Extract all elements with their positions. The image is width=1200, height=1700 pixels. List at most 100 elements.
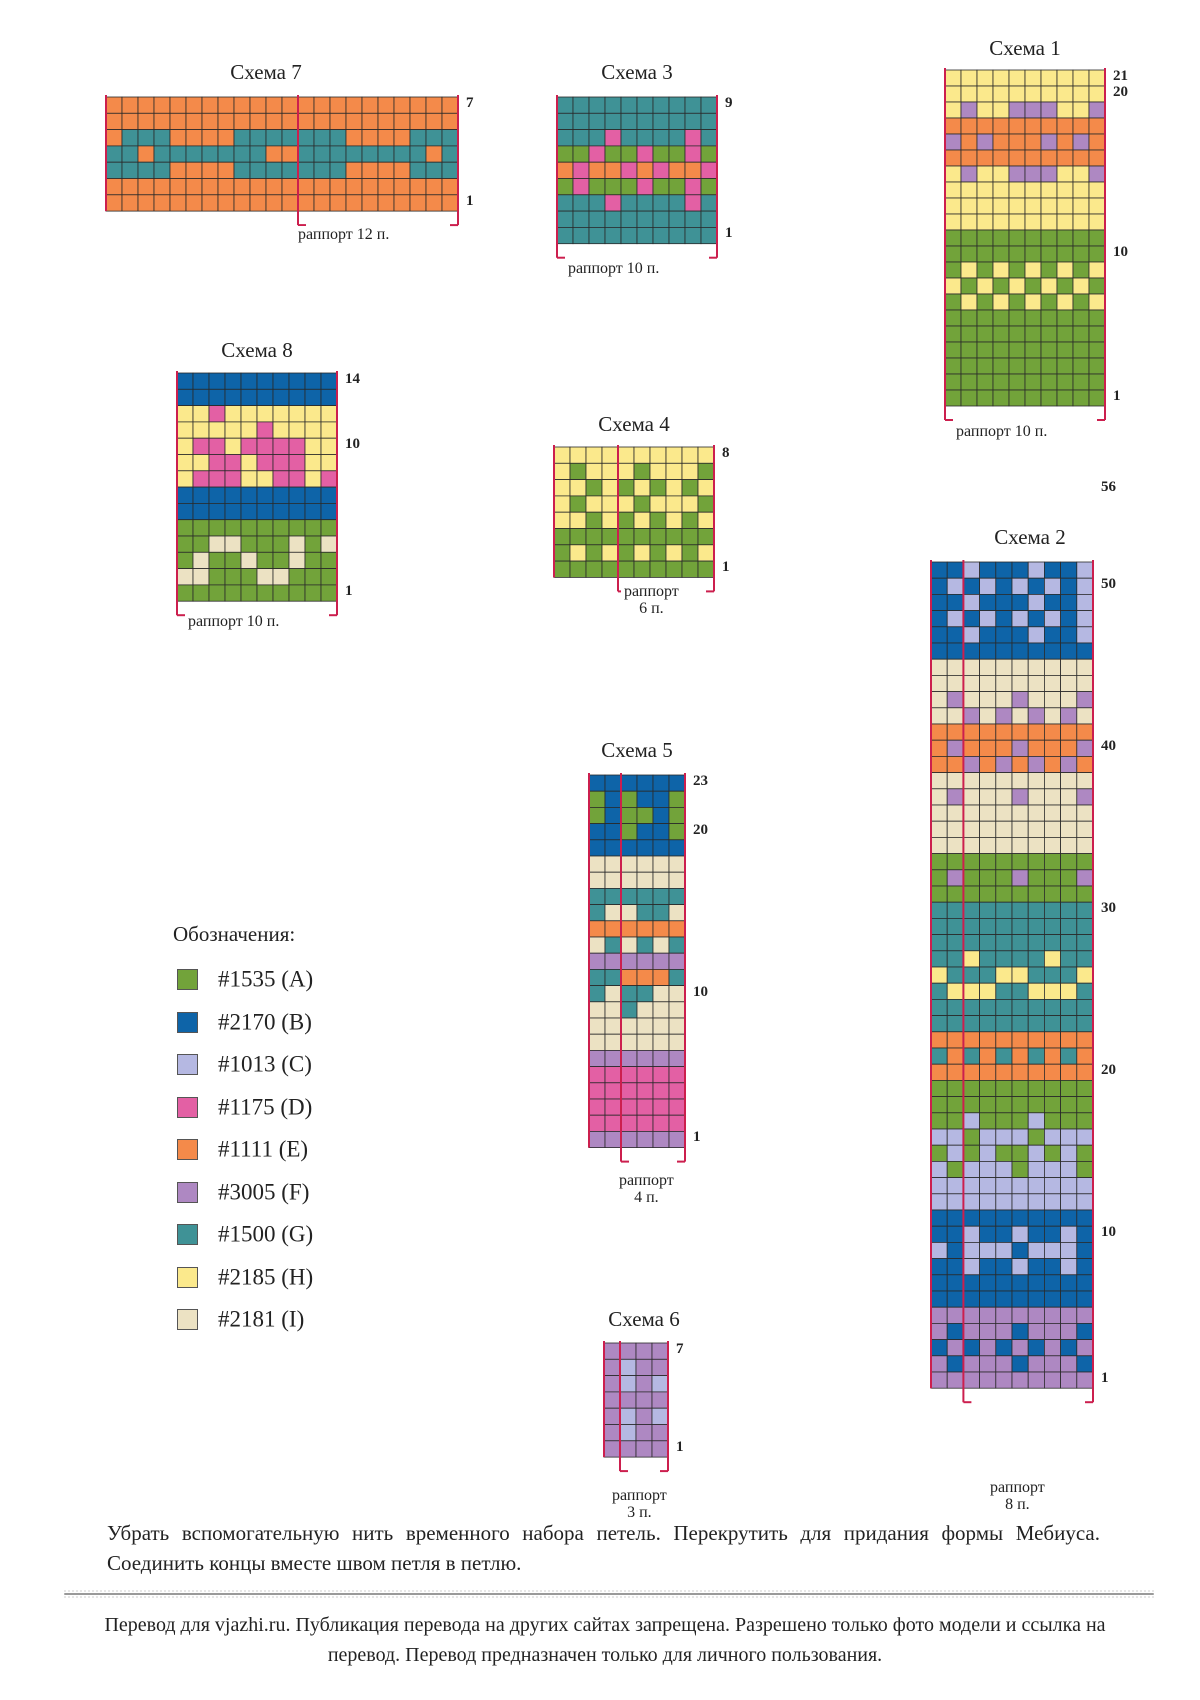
stitch-cell bbox=[1076, 1193, 1094, 1211]
stitch-cell bbox=[995, 820, 1013, 838]
stitch-cell bbox=[668, 1001, 686, 1019]
stitch-cell bbox=[1011, 739, 1029, 757]
stitch-cell bbox=[320, 437, 338, 455]
stitch-cell bbox=[288, 454, 306, 472]
stitch-cell bbox=[361, 129, 379, 147]
stitch-cell bbox=[635, 1407, 653, 1425]
stitch-cell bbox=[1011, 1047, 1029, 1065]
stitch-cell bbox=[1056, 133, 1074, 151]
stitch-cell bbox=[960, 277, 978, 295]
stitch-cell bbox=[1088, 149, 1106, 167]
stitch-cell bbox=[585, 528, 603, 546]
stitch-cell bbox=[1072, 325, 1090, 343]
stitch-cell bbox=[604, 1082, 622, 1100]
stitch-cell bbox=[946, 739, 964, 757]
stitch-cell bbox=[272, 388, 290, 406]
stitch-cell bbox=[313, 194, 331, 212]
stitch-cell bbox=[976, 117, 994, 135]
stitch-cell bbox=[979, 723, 997, 741]
stitch-cell bbox=[1008, 389, 1026, 407]
stitch-cell bbox=[652, 194, 670, 212]
stitch-cell bbox=[930, 610, 948, 628]
stitch-cell bbox=[1040, 389, 1058, 407]
stitch-cell bbox=[681, 511, 699, 529]
stitch-cell bbox=[556, 210, 574, 228]
stitch-cell bbox=[1011, 1080, 1029, 1098]
stitch-cell bbox=[569, 544, 587, 562]
repeat-label-8: раппорт 10 п. bbox=[185, 613, 283, 630]
stitch-cell bbox=[553, 479, 571, 497]
stitch-cell bbox=[979, 917, 997, 935]
stitch-cell bbox=[1040, 181, 1058, 199]
stitch-cell bbox=[1088, 117, 1106, 135]
stitch-cell bbox=[176, 584, 194, 602]
stitch-cell bbox=[995, 966, 1013, 984]
stitch-cell bbox=[1044, 1371, 1062, 1389]
stitch-cell bbox=[304, 486, 322, 504]
stitch-cell bbox=[1024, 277, 1042, 295]
stitch-cell bbox=[946, 1274, 964, 1292]
stitch-cell bbox=[697, 479, 715, 497]
stitch-cell bbox=[684, 194, 702, 212]
stitch-cell bbox=[963, 1225, 981, 1243]
stitch-cell bbox=[1044, 1323, 1062, 1341]
stitch-cell bbox=[329, 161, 347, 179]
stitch-cell bbox=[946, 836, 964, 854]
stitch-cell bbox=[313, 145, 331, 163]
row-label: 1 bbox=[1113, 388, 1121, 404]
stitch-cell bbox=[1060, 788, 1078, 806]
stitch-cell bbox=[946, 1096, 964, 1114]
stitch-cell bbox=[588, 871, 606, 889]
stitch-cell bbox=[377, 178, 395, 196]
stitch-cell bbox=[281, 129, 299, 147]
stitch-cell bbox=[588, 855, 606, 873]
stitch-cell bbox=[1040, 133, 1058, 151]
stitch-cell bbox=[1060, 772, 1078, 790]
stitch-cell bbox=[588, 178, 606, 196]
stitch-cell bbox=[652, 1017, 670, 1035]
stitch-cell bbox=[620, 1130, 638, 1148]
stitch-cell bbox=[976, 261, 994, 279]
stitch-cell bbox=[1076, 707, 1094, 725]
stitch-cell bbox=[1072, 69, 1090, 87]
stitch-cell bbox=[620, 129, 638, 147]
stitch-cell bbox=[1011, 1339, 1029, 1357]
stitch-cell bbox=[1056, 149, 1074, 167]
stitch-cell bbox=[1060, 1274, 1078, 1292]
stitch-cell bbox=[1011, 1015, 1029, 1033]
stitch-cell bbox=[1044, 675, 1062, 693]
stitch-cell bbox=[1011, 1242, 1029, 1260]
stitch-cell bbox=[233, 129, 251, 147]
stitch-cell bbox=[1076, 1355, 1094, 1373]
stitch-cell bbox=[1024, 229, 1042, 247]
stitch-cell bbox=[979, 626, 997, 644]
stitch-cell bbox=[636, 807, 654, 825]
stitch-cell bbox=[1011, 1096, 1029, 1114]
stitch-cell bbox=[1076, 658, 1094, 676]
stitch-cell bbox=[620, 226, 638, 245]
stitch-cell bbox=[930, 1371, 948, 1389]
stitch-cell bbox=[1008, 373, 1026, 391]
stitch-cell bbox=[995, 1274, 1013, 1292]
stitch-cell bbox=[946, 1323, 964, 1341]
stitch-cell bbox=[992, 293, 1010, 311]
stitch-cell bbox=[572, 129, 590, 147]
stitch-cell bbox=[1060, 561, 1078, 579]
stitch-cell bbox=[1024, 133, 1042, 151]
stitch-cell bbox=[963, 642, 981, 660]
row-label: 8 bbox=[722, 445, 730, 461]
stitch-cell bbox=[224, 519, 242, 537]
stitch-cell bbox=[1011, 966, 1029, 984]
stitch-cell bbox=[169, 145, 187, 163]
stitch-cell bbox=[1044, 917, 1062, 935]
stitch-cell bbox=[620, 871, 638, 889]
stitch-cell bbox=[1060, 1339, 1078, 1357]
stitch-cell bbox=[297, 145, 315, 163]
stitch-cell bbox=[1088, 389, 1106, 407]
stitch-cell bbox=[1027, 917, 1045, 935]
row-label: 14 bbox=[345, 371, 360, 387]
stitch-cell bbox=[553, 446, 571, 464]
stitch-cell bbox=[684, 145, 702, 163]
stitch-cell bbox=[619, 1342, 637, 1360]
stitch-cell bbox=[1011, 998, 1029, 1016]
